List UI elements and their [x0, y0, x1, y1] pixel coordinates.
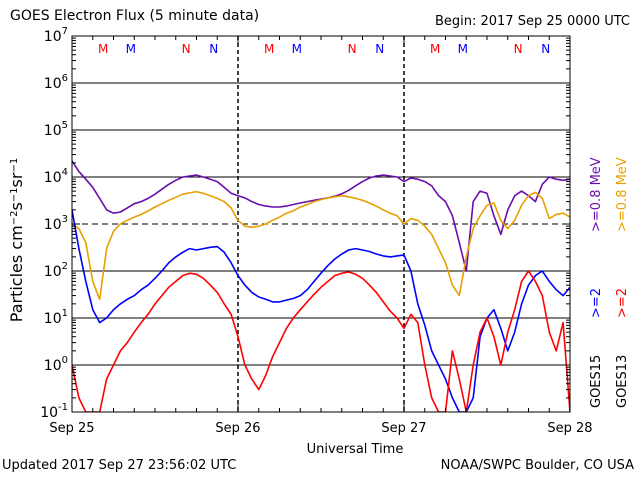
- y-tick-label: 10-1: [40, 402, 68, 421]
- x-tick-label: Sep 27: [381, 421, 426, 436]
- legend-entry-2mev: >=2: [589, 288, 604, 318]
- mn-marker: N: [209, 42, 218, 56]
- x-tick-label: Sep 28: [547, 421, 592, 436]
- mn-marker: M: [126, 42, 136, 56]
- credit-label: NOAA/SWPC Boulder, CO USA: [440, 458, 634, 473]
- y-tick-label: 103: [44, 214, 68, 233]
- begin-time-label: Begin: 2017 Sep 25 0000 UTC: [434, 14, 630, 29]
- mn-marker: N: [514, 42, 523, 56]
- legend-entry-08mev: >=0.8 MeV: [589, 157, 604, 232]
- mn-marker: N: [375, 42, 384, 56]
- y-tick-label: 101: [44, 308, 68, 327]
- mn-marker: M: [430, 42, 440, 56]
- series-line-goes13_2: [72, 270, 570, 412]
- x-axis-label: Universal Time: [306, 442, 404, 457]
- axes-layer: 10-1 100 101 102 103 104 105 106 107 Sep 25 Sep 26…: [40, 26, 592, 436]
- mn-marker: N: [348, 42, 357, 56]
- series-layer: [72, 160, 570, 412]
- updated-timestamp: Updated 2017 Sep 27 23:56:02 UTC: [2, 458, 237, 473]
- legend-satellite-goes13: GOES13: [615, 355, 630, 408]
- grid-layer: [72, 36, 570, 412]
- chart-title: GOES Electron Flux (5 minute data): [10, 8, 260, 24]
- legend-layer: GOES15 >=2 >=0.8 MeV GOES13 >=2 >=0.8 MeV: [589, 157, 630, 408]
- mn-marker: M: [292, 42, 302, 56]
- mn-marker: M: [98, 42, 108, 56]
- mn-marker: M: [264, 42, 274, 56]
- y-axis-label: Particles cm−2s−1sr−1: [7, 158, 26, 322]
- mn-marker: N: [541, 42, 550, 56]
- legend-satellite-goes15: GOES15: [589, 355, 604, 408]
- y-tick-label: 107: [44, 26, 68, 45]
- legend-entry-08mev: >=0.8 MeV: [615, 157, 630, 232]
- y-tick-label: 105: [44, 120, 68, 139]
- series-line-goes13_08: [72, 190, 570, 301]
- y-tick-label: 104: [44, 167, 68, 186]
- series-line-goes15_2: [72, 209, 570, 412]
- y-tick-label: 106: [44, 73, 68, 92]
- mn-marker: N: [182, 42, 191, 56]
- legend-entry-2mev: >=2: [615, 288, 630, 318]
- y-tick-label: 100: [44, 355, 68, 374]
- x-tick-label: Sep 25: [49, 421, 94, 436]
- mn-marker: M: [458, 42, 468, 56]
- y-tick-label: 102: [44, 261, 68, 280]
- x-tick-label: Sep 26: [215, 421, 260, 436]
